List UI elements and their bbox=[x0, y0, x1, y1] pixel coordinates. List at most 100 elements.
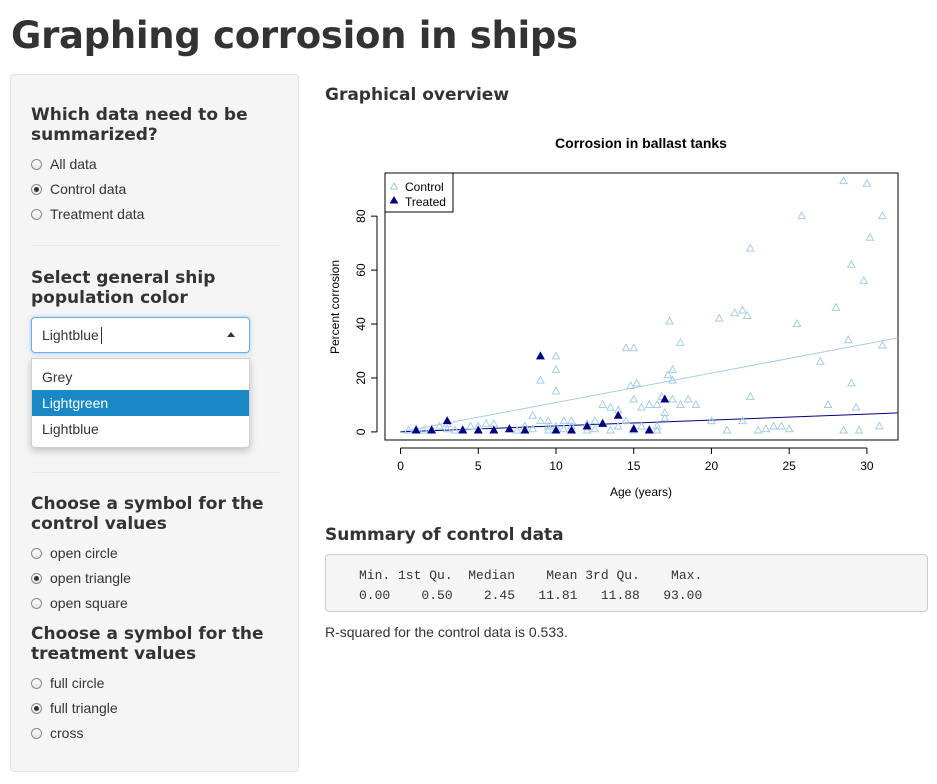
radio-open-square[interactable]: open square bbox=[31, 593, 128, 613]
control-data-point bbox=[707, 416, 716, 425]
radio-control-data[interactable]: Control data bbox=[31, 179, 126, 199]
color-select-heading: Select general ship population color bbox=[31, 268, 216, 308]
text-cursor bbox=[101, 327, 102, 344]
caret-up-icon[interactable] bbox=[227, 332, 235, 337]
radio-button-icon[interactable] bbox=[31, 158, 42, 170]
regression-line bbox=[400, 412, 899, 433]
radio-label: cross bbox=[50, 725, 84, 741]
control-data-point bbox=[543, 421, 553, 430]
control-data-point bbox=[590, 416, 600, 425]
control-data-point bbox=[489, 418, 499, 427]
control-data-point bbox=[738, 305, 747, 314]
radio-button-selected-icon[interactable] bbox=[31, 702, 42, 714]
app-title: Graphing corrosion in ships bbox=[11, 14, 578, 57]
control-data-point bbox=[629, 394, 639, 403]
control-data-point bbox=[536, 416, 545, 425]
radio-open-triangle[interactable]: open triangle bbox=[31, 568, 131, 588]
control-data-point bbox=[874, 421, 884, 430]
control-data-point bbox=[559, 424, 569, 433]
control-data-point bbox=[512, 425, 522, 434]
radio-label: Treatment data bbox=[50, 206, 145, 222]
radio-button-selected-icon[interactable] bbox=[31, 572, 42, 584]
control-data-point bbox=[769, 421, 779, 430]
control-data-point bbox=[637, 402, 646, 411]
control-data-point bbox=[442, 424, 452, 433]
radio-button-icon[interactable] bbox=[31, 597, 42, 609]
control-data-point bbox=[839, 176, 849, 185]
section-divider bbox=[31, 245, 280, 246]
radio-button-icon[interactable] bbox=[31, 677, 42, 689]
treated-data-point bbox=[489, 425, 499, 434]
control-data-point bbox=[621, 343, 631, 352]
radio-button-selected-icon[interactable] bbox=[31, 183, 42, 195]
radio-button-icon[interactable] bbox=[31, 727, 42, 739]
control-data-point bbox=[551, 364, 561, 373]
treated-data-point bbox=[567, 425, 576, 434]
summary-output-box: Min. 1st Qu. Median Mean 3rd Qu. Max. 0.… bbox=[325, 554, 928, 612]
control-data-point bbox=[528, 410, 538, 419]
legend-control-marker bbox=[389, 182, 399, 190]
radio-full-circle[interactable]: full circle bbox=[31, 673, 104, 693]
control-data-point bbox=[403, 425, 413, 434]
control-data-point bbox=[797, 211, 807, 220]
radio-label: open square bbox=[50, 595, 128, 611]
control-data-point bbox=[878, 340, 887, 349]
dropdown-option-grey[interactable]: Grey bbox=[42, 369, 73, 385]
control-data-point bbox=[745, 243, 755, 252]
radio-label: open circle bbox=[50, 545, 118, 561]
control-data-point bbox=[761, 424, 771, 433]
control-data-point bbox=[621, 416, 631, 425]
control-data-point bbox=[792, 318, 802, 328]
color-dropdown-menu: Grey Lightgreen Lightblue bbox=[31, 358, 250, 448]
radio-treatment-data[interactable]: Treatment data bbox=[31, 204, 144, 224]
control-data-point bbox=[714, 313, 724, 322]
control-data-point bbox=[528, 424, 538, 433]
control-data-point bbox=[843, 335, 853, 344]
radio-button-icon[interactable] bbox=[31, 547, 42, 559]
radio-all-data[interactable]: All data bbox=[31, 154, 97, 174]
control-data-point bbox=[543, 416, 553, 425]
control-data-point bbox=[784, 424, 794, 433]
regression-line bbox=[400, 337, 899, 433]
radio-open-circle[interactable]: open circle bbox=[31, 543, 118, 563]
control-data-point bbox=[551, 351, 561, 360]
control-data-point bbox=[450, 425, 460, 434]
control-data-point bbox=[652, 399, 662, 408]
radio-label: full circle bbox=[50, 675, 105, 691]
control-data-point bbox=[831, 302, 841, 311]
dropdown-option-lightgreen[interactable]: Lightgreen bbox=[32, 390, 249, 416]
data-selection-heading: Which data need to be summarized? bbox=[31, 105, 248, 145]
control-data-point bbox=[851, 402, 861, 411]
radio-full-triangle[interactable]: full triangle bbox=[31, 698, 118, 718]
color-select-value: Lightblue bbox=[42, 327, 99, 343]
treated-data-point bbox=[660, 394, 670, 403]
radio-label: Control data bbox=[50, 181, 127, 197]
graph-heading: Graphical overview bbox=[325, 85, 510, 105]
control-data-point bbox=[567, 416, 576, 425]
y-tick-label: 60 bbox=[354, 263, 368, 277]
sidebar-panel: Which data need to be summarized? All da… bbox=[10, 74, 299, 772]
treated-data-point bbox=[613, 410, 623, 419]
control-data-point bbox=[660, 413, 670, 422]
dropdown-option-lightblue[interactable]: Lightblue bbox=[42, 421, 99, 437]
radio-cross[interactable]: cross bbox=[31, 723, 83, 743]
control-data-point bbox=[675, 399, 685, 408]
control-data-point bbox=[466, 421, 475, 430]
control-data-point bbox=[668, 375, 678, 384]
treated-data-point bbox=[520, 425, 530, 434]
x-tick-label: 10 bbox=[549, 459, 563, 473]
control-data-point bbox=[559, 416, 569, 425]
treated-data-point bbox=[427, 425, 437, 434]
control-data-point bbox=[742, 310, 752, 319]
legend-control-label: Control bbox=[405, 180, 444, 194]
radio-button-icon[interactable] bbox=[31, 208, 42, 220]
color-select-input[interactable]: Lightblue bbox=[31, 317, 250, 353]
control-data-point bbox=[668, 364, 678, 373]
summary-table: Min. 1st Qu. Median Mean 3rd Qu. Max. 0.… bbox=[359, 566, 702, 606]
control-data-point bbox=[605, 402, 615, 411]
control-data-point bbox=[632, 378, 642, 387]
control-data-point bbox=[675, 337, 685, 346]
control-data-point bbox=[598, 399, 608, 408]
treated-data-point bbox=[629, 424, 639, 433]
control-data-point bbox=[859, 275, 869, 284]
